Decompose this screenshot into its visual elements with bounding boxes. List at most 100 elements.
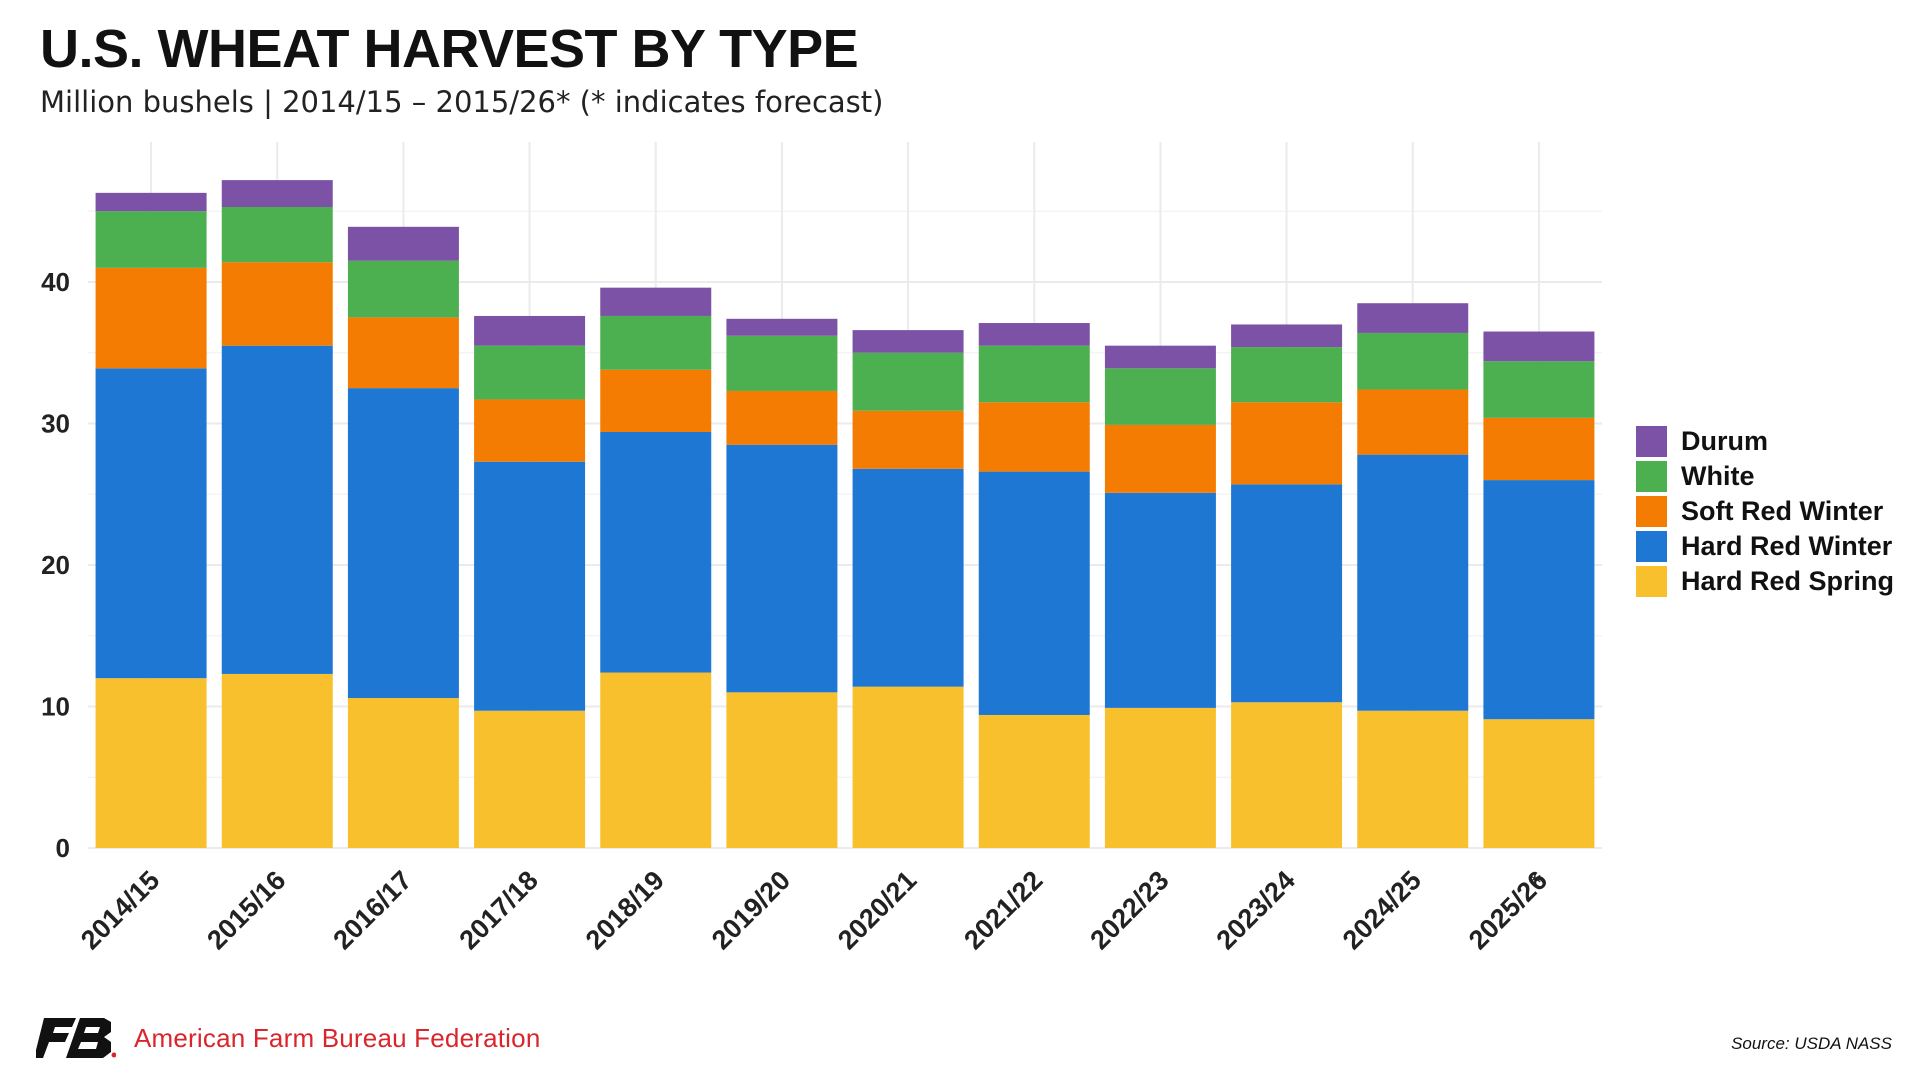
bar-segment-hard-red-spring bbox=[1231, 702, 1343, 848]
bar-stacks bbox=[95, 180, 1595, 848]
legend-label: Hard Red Winter bbox=[1681, 531, 1893, 561]
legend-swatch bbox=[1636, 426, 1667, 457]
bar-segment-white bbox=[347, 260, 459, 318]
x-tick-label: 2014/15 bbox=[75, 865, 165, 955]
bar-segment-hard-red-winter bbox=[978, 471, 1090, 715]
x-tick-label: 2018/19 bbox=[580, 865, 670, 955]
bar-segment-hard-red-spring bbox=[221, 673, 333, 848]
bar-segment-soft-red-winter bbox=[852, 410, 964, 469]
bar-segment-soft-red-winter bbox=[978, 402, 1090, 472]
x-tick-label: 2016/17 bbox=[327, 865, 417, 955]
chart-title: U.S. WHEAT HARVEST BY TYPE bbox=[40, 19, 859, 79]
bar-segment-durum bbox=[1357, 303, 1469, 333]
bar-segment-durum bbox=[347, 226, 459, 261]
legend-swatch bbox=[1636, 461, 1667, 492]
bar-segment-soft-red-winter bbox=[347, 317, 459, 389]
x-tick-label: 2019/20 bbox=[706, 865, 796, 955]
legend-swatch bbox=[1636, 496, 1667, 527]
bar-segment-hard-red-spring bbox=[347, 698, 459, 848]
bar-segment-soft-red-winter bbox=[1357, 389, 1469, 455]
x-tick-label: 2017/18 bbox=[454, 865, 544, 955]
legend-item: Hard Red Winter bbox=[1636, 529, 1894, 564]
bar-segment-soft-red-winter bbox=[600, 369, 712, 432]
bar-segment-white bbox=[1104, 368, 1216, 425]
bar-segment-hard-red-winter bbox=[221, 345, 333, 674]
bar-segment-soft-red-winter bbox=[726, 390, 838, 445]
source-note: Source: USDA NASS bbox=[1731, 1034, 1892, 1053]
x-axis-tick-labels: 2014/15 2015/16 2016/17 2017/18 2018/19 2019/… bbox=[75, 865, 1553, 955]
bar-segment-hard-red-winter bbox=[726, 444, 838, 693]
bar-segment-soft-red-winter bbox=[221, 262, 333, 346]
bar-segment-soft-red-winter bbox=[474, 399, 586, 462]
legend-swatch bbox=[1636, 531, 1667, 562]
bar-segment-soft-red-winter bbox=[1231, 402, 1343, 485]
bar-segment-durum bbox=[1104, 345, 1216, 369]
bar-segment-hard-red-spring bbox=[600, 672, 712, 848]
bar-segment-white bbox=[852, 352, 964, 411]
bar-segment-white bbox=[474, 345, 586, 400]
bar-segment-white bbox=[600, 315, 712, 370]
bar-segment-hard-red-spring bbox=[978, 714, 1090, 848]
x-tick-label: 2020/21 bbox=[832, 865, 922, 955]
bar-segment-durum bbox=[221, 180, 333, 208]
x-tick-label: 2015/16 bbox=[201, 865, 291, 955]
y-tick-label: 0 bbox=[56, 833, 70, 863]
x-tick-label: 2023/24 bbox=[1211, 865, 1301, 955]
bar-segment-white bbox=[95, 211, 207, 268]
legend-item: Soft Red Winter bbox=[1636, 494, 1894, 529]
y-tick-label: 20 bbox=[41, 550, 70, 580]
bar-segment-hard-red-spring bbox=[726, 692, 838, 848]
legend-label: Soft Red Winter bbox=[1681, 496, 1884, 526]
bar-segment-hard-red-spring bbox=[1104, 707, 1216, 848]
bar-segment-durum bbox=[474, 315, 586, 346]
bar-segment-durum bbox=[95, 192, 207, 212]
legend-swatch bbox=[1636, 566, 1667, 597]
organization-name: American Farm Bureau Federation bbox=[134, 1022, 541, 1053]
bar-segment-white bbox=[1231, 347, 1343, 403]
bar-segment-hard-red-winter bbox=[1231, 484, 1343, 703]
bar-segment-durum bbox=[600, 287, 712, 316]
legend: Durum White Soft Red Winter Hard Red Winter… bbox=[1636, 424, 1894, 599]
bar-segment-white bbox=[978, 345, 1090, 403]
bar-segment-hard-red-spring bbox=[474, 710, 586, 848]
y-tick-label: 10 bbox=[41, 692, 70, 722]
bar-segment-durum bbox=[1483, 331, 1595, 362]
bar-segment-durum bbox=[852, 330, 964, 353]
legend-label: White bbox=[1681, 461, 1755, 491]
legend-item: Durum bbox=[1636, 424, 1894, 459]
chart-subtitle: Million bushels | 2014/15 – 2015/26* (* … bbox=[40, 85, 884, 119]
bar-segment-hard-red-winter bbox=[347, 388, 459, 699]
x-tick-label: 2021/22 bbox=[958, 865, 1048, 955]
x-tick-label: 2022/23 bbox=[1084, 865, 1174, 955]
bar-segment-hard-red-winter bbox=[95, 368, 207, 679]
bar-segment-hard-red-winter bbox=[852, 468, 964, 687]
x-tick-label: 2024/25 bbox=[1337, 865, 1427, 955]
legend-label: Hard Red Spring bbox=[1681, 566, 1895, 596]
bar-segment-durum bbox=[1231, 324, 1343, 348]
footer-branding: American Farm Bureau Federation bbox=[36, 1018, 540, 1058]
y-tick-label: 30 bbox=[41, 409, 70, 439]
bar-segment-soft-red-winter bbox=[1104, 424, 1216, 493]
y-tick-label: 40 bbox=[41, 267, 70, 297]
bar-segment-hard-red-spring bbox=[95, 678, 207, 848]
bar-segment-durum bbox=[726, 318, 838, 336]
bar-segment-soft-red-winter bbox=[1483, 417, 1595, 481]
bar-segment-white bbox=[726, 335, 838, 391]
bar-segment-white bbox=[1483, 361, 1595, 418]
bar-segment-white bbox=[221, 207, 333, 263]
legend-item: Hard Red Spring bbox=[1636, 564, 1894, 599]
bar-segment-durum bbox=[978, 323, 1090, 346]
bar-segment-soft-red-winter bbox=[95, 267, 207, 369]
forecast-marker: * bbox=[1528, 869, 1541, 899]
bar-segment-hard-red-winter bbox=[1357, 454, 1469, 711]
bar-segment-hard-red-spring bbox=[1357, 710, 1469, 848]
bar-segment-hard-red-winter bbox=[1104, 492, 1216, 708]
legend-item: White bbox=[1636, 459, 1894, 494]
afbf-logo-icon bbox=[36, 1018, 116, 1058]
bar-segment-hard-red-winter bbox=[600, 431, 712, 673]
bar-segment-hard-red-spring bbox=[852, 686, 964, 848]
bar-segment-white bbox=[1357, 332, 1469, 390]
bar-segment-hard-red-winter bbox=[1483, 480, 1595, 720]
legend-label: Durum bbox=[1681, 426, 1768, 456]
